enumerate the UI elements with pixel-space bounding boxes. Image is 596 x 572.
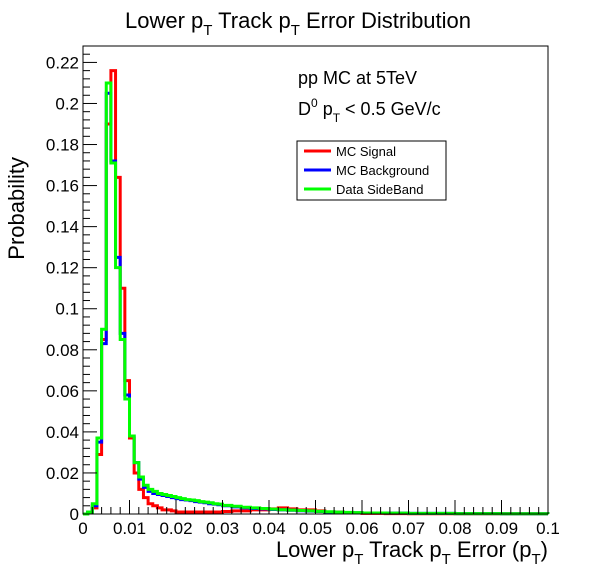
series-line-mc-signal [83, 69, 550, 516]
y-tick-label: 0.16 [46, 177, 79, 196]
y-tick-label: 0.06 [46, 382, 79, 401]
x-tick-label: 0.03 [206, 519, 239, 538]
y-tick-label: 0.1 [55, 300, 79, 319]
y-tick-label: 0.2 [55, 94, 79, 113]
x-tick-label: 0.02 [159, 519, 192, 538]
y-tick-label: 0.14 [46, 218, 79, 237]
legend-label-data-sideband: Data SideBand [336, 182, 423, 197]
y-axis-label: Probability [4, 157, 29, 260]
y-tick-label: 0.08 [46, 341, 79, 360]
annotation-selection: D0 pT < 0.5 GeV/c [298, 96, 441, 125]
y-tick-label: 0.18 [46, 136, 79, 155]
x-tick-label: 0.1 [536, 519, 560, 538]
y-tick-label: 0.22 [46, 53, 79, 72]
x-tick-label: 0.09 [485, 519, 518, 538]
x-tick-label: 0.06 [345, 519, 378, 538]
legend-label-mc-signal: MC Signal [336, 144, 396, 159]
legend: MC Signal MC Background Data SideBand [296, 140, 447, 201]
x-tick-label: 0.04 [252, 519, 285, 538]
x-axis-label: Lower pT Track pT Error (pT) [276, 537, 548, 568]
x-tick-label: 0 [78, 519, 87, 538]
series-layer [83, 69, 550, 516]
y-tick-label: 0 [70, 505, 79, 524]
x-tick-label: 0.01 [113, 519, 146, 538]
axis-layer: 0 0.01 0.02 0.03 0.04 0.05 0.06 0.07 0.08 0.09 0.1… [46, 53, 560, 538]
y-tick-label: 0.12 [46, 259, 79, 278]
x-tick-label: 0.05 [299, 519, 332, 538]
legend-label-mc-background: MC Background [336, 163, 429, 178]
y-tick-label: 0.04 [46, 423, 79, 442]
y-tick-label: 0.02 [46, 464, 79, 483]
annotation-dataset: pp MC at 5TeV [298, 68, 417, 88]
x-tick-label: 0.07 [392, 519, 425, 538]
x-tick-label: 0.08 [438, 519, 471, 538]
plot-frame [82, 45, 549, 515]
chart-title: Lower pT Track pT Error Distribution [125, 8, 471, 39]
